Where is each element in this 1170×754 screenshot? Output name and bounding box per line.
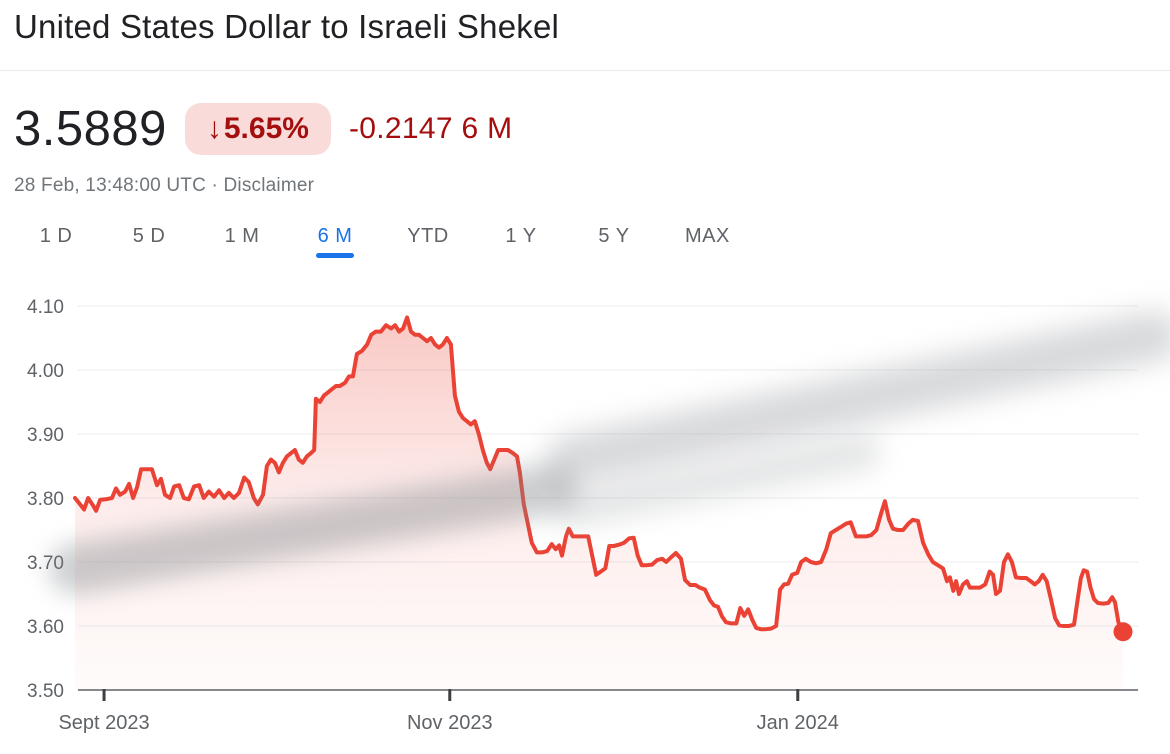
x-axis-label: Jan 2024	[757, 712, 839, 734]
tab-5y[interactable]: 5 Y	[598, 225, 630, 247]
x-axis-label: Sept 2023	[58, 712, 149, 734]
y-axis-label: 3.60	[27, 617, 64, 638]
tab-1m[interactable]: 1 M	[224, 225, 260, 247]
change-absolute-value: -0.2147	[348, 112, 453, 145]
header-divider	[0, 70, 1170, 71]
y-axis-label: 4.10	[27, 297, 64, 318]
area-fill	[75, 317, 1123, 690]
quote-row: 3.5889 ↓ 5.65% -0.2147 6 M	[14, 98, 512, 160]
disclaimer-link[interactable]: Disclaimer	[223, 175, 315, 196]
change-absolute: -0.2147 6 M	[349, 112, 512, 146]
time-range-tabs: 1 D 5 D 1 M 6 M YTD 1 Y 5 Y MAX	[34, 220, 730, 258]
tab-max[interactable]: MAX	[685, 225, 730, 247]
y-axis-label: 3.50	[27, 681, 64, 702]
current-price: 3.5889	[14, 102, 167, 156]
quote-meta: 28 Feb, 13:48:00 UTC · Disclaimer	[14, 175, 314, 197]
tab-1d[interactable]: 1 D	[39, 225, 73, 247]
tab-6m[interactable]: 6 M	[313, 220, 357, 254]
timestamp: 28 Feb, 13:48:00 UTC	[14, 175, 206, 196]
y-axis-label: 3.80	[27, 489, 64, 510]
y-axis-label: 3.70	[27, 553, 64, 574]
y-axis-label: 3.90	[27, 425, 64, 446]
meta-separator: ·	[211, 175, 219, 196]
tab-5d[interactable]: 5 D	[132, 225, 166, 247]
change-percent-value: 5.65%	[223, 112, 309, 145]
last-price-dot	[1113, 622, 1133, 642]
x-axis-label: Nov 2023	[407, 712, 493, 734]
change-period-label: 6 M	[461, 112, 513, 145]
change-percent-badge: ↓ 5.65%	[184, 103, 331, 155]
down-arrow-icon: ↓	[206, 112, 222, 145]
price-line	[73, 315, 1125, 634]
y-axis-label: 4.00	[27, 361, 64, 382]
page-title: United States Dollar to Israeli Shekel	[14, 8, 560, 45]
tab-ytd[interactable]: YTD	[407, 225, 449, 247]
tab-1y[interactable]: 1 Y	[505, 225, 537, 247]
